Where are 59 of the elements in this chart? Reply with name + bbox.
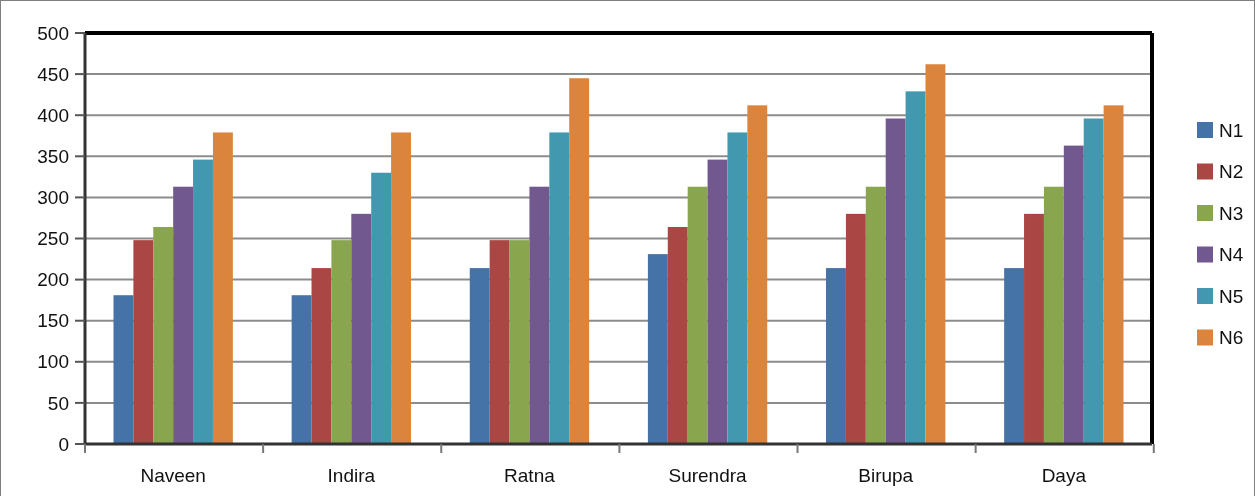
y-tick-label: 400 [37, 104, 69, 126]
bar [193, 159, 213, 444]
y-tick-label: 0 [58, 433, 69, 455]
bar [529, 186, 550, 444]
bar [311, 268, 332, 444]
x-tick-label: Daya [1041, 465, 1087, 486]
bar [845, 213, 866, 444]
bar [1043, 186, 1064, 444]
bar [1024, 213, 1044, 444]
bar [391, 132, 411, 444]
bar [549, 132, 570, 444]
y-tick-label: 100 [37, 351, 69, 373]
bar [667, 226, 688, 444]
bar [647, 254, 668, 444]
x-tick-label: Naveen [140, 465, 206, 486]
bar [1004, 268, 1025, 444]
bar [826, 268, 846, 444]
bar [707, 159, 728, 444]
bar [133, 240, 154, 444]
bar [371, 172, 392, 444]
legend-label: N2 [1219, 161, 1244, 183]
bar [509, 240, 530, 444]
bar [1103, 105, 1124, 444]
bar [212, 132, 233, 444]
x-tick-label: Indira [327, 465, 376, 486]
bar [687, 186, 708, 444]
bar [905, 91, 926, 444]
bar [1083, 118, 1104, 444]
y-tick-label: 300 [37, 187, 69, 209]
bar [291, 295, 312, 444]
bar [153, 226, 174, 444]
y-tick-label: 500 [37, 22, 69, 44]
x-tick-label: Surendra [668, 465, 748, 486]
y-tick-label: 50 [47, 392, 69, 414]
x-tick-label: Birupa [858, 465, 914, 486]
bar [351, 213, 372, 444]
legend-label: N6 [1219, 327, 1244, 349]
x-tick-label: Ratna [504, 465, 556, 486]
bar [747, 105, 768, 444]
legend-label: N1 [1219, 119, 1244, 141]
legend-label: N3 [1219, 202, 1244, 224]
y-tick-label: 150 [37, 310, 69, 332]
bar [885, 118, 906, 444]
bar [925, 64, 946, 444]
bar [1063, 145, 1084, 444]
y-tick-label: 200 [37, 269, 69, 291]
bar [331, 240, 352, 444]
legend-label: N4 [1219, 244, 1244, 266]
y-tick-label: 350 [37, 145, 69, 167]
bar [489, 240, 510, 444]
legend-label: N5 [1219, 285, 1244, 307]
bar [173, 186, 194, 444]
y-tick-label: 250 [37, 228, 69, 250]
bar [865, 186, 886, 444]
bar [727, 132, 748, 444]
bar [569, 78, 590, 444]
bar [469, 268, 490, 444]
bar [113, 295, 134, 444]
y-tick-label: 450 [37, 63, 69, 85]
